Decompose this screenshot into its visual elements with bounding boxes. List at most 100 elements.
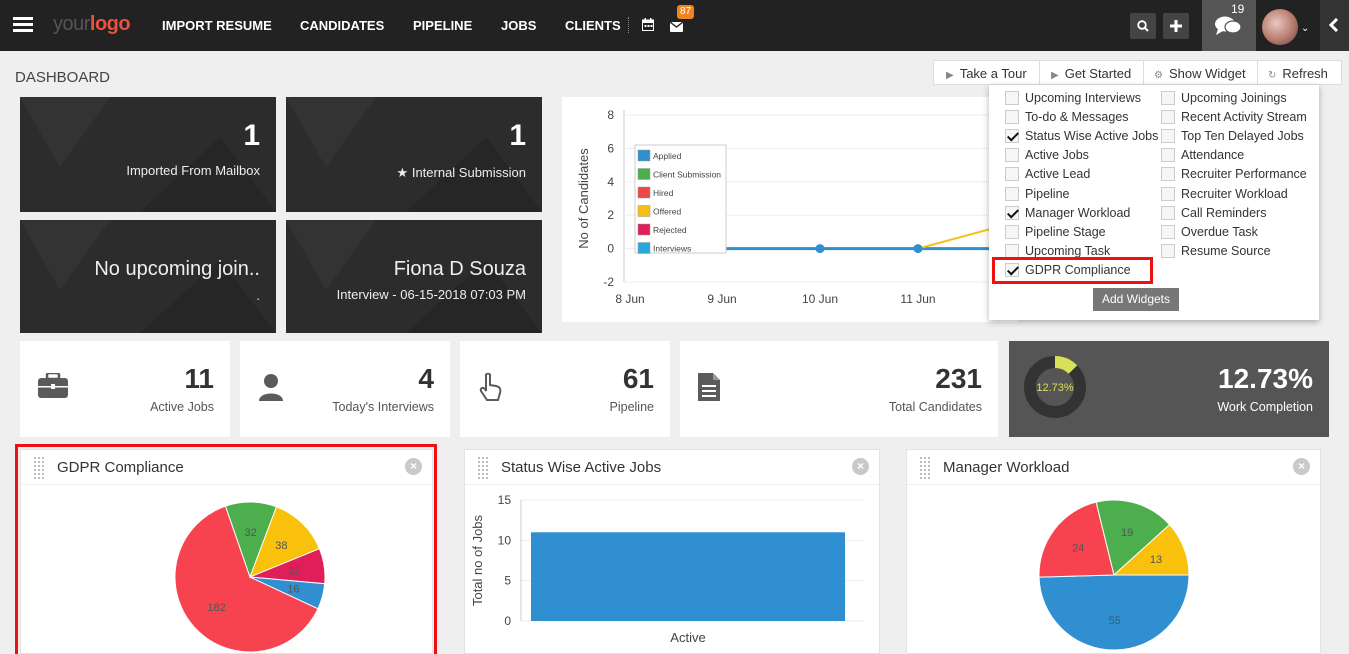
checkbox[interactable]: [1161, 148, 1175, 163]
drag-handle-icon[interactable]: [919, 456, 931, 480]
data-point: [913, 244, 923, 254]
gdpr-pie-chart: 182 32 38 22 16: [174, 501, 326, 653]
top-navbar: yourlogo IMPORT RESUME CANDIDATES PIPELI…: [0, 0, 1349, 51]
checkbox[interactable]: [1005, 243, 1019, 258]
toolbar-divider: [1039, 61, 1040, 84]
close-icon[interactable]: ×: [405, 458, 422, 475]
nav-clients[interactable]: CLIENTS: [565, 18, 621, 33]
widget-option[interactable]: Call Reminders: [1161, 205, 1266, 224]
show-widget-button[interactable]: ⚙ Show Widget: [1154, 66, 1246, 81]
y-tick-label: 2: [607, 208, 614, 222]
nav-jobs[interactable]: JOBS: [501, 18, 537, 33]
tile-upcoming-joinings[interactable]: No upcoming join.. .: [20, 220, 276, 333]
refresh-button[interactable]: ↻ Refresh: [1268, 66, 1328, 81]
tile-upcoming-interview[interactable]: Fiona D Souza Interview - 06-15-2018 07:…: [286, 220, 542, 333]
play-icon: ▶: [1051, 70, 1059, 81]
widget-option[interactable]: Manager Workload: [1005, 205, 1130, 224]
drag-handle-icon[interactable]: [33, 456, 45, 480]
tile-imported-mailbox[interactable]: 1 Imported From Mailbox: [20, 97, 276, 212]
widget-title: Status Wise Active Jobs: [501, 459, 662, 476]
logo[interactable]: yourlogo: [53, 13, 131, 36]
widget-option[interactable]: GDPR Compliance: [1005, 262, 1131, 281]
widget-option[interactable]: Pipeline Stage: [1005, 224, 1106, 243]
checkbox[interactable]: [1161, 205, 1175, 220]
chevron-down-icon[interactable]: ⌄: [1301, 23, 1310, 34]
checkbox[interactable]: [1161, 186, 1175, 201]
checkbox[interactable]: [1161, 243, 1175, 258]
checkbox[interactable]: [1161, 129, 1175, 144]
search-button[interactable]: [1130, 13, 1156, 39]
pie-value-label: 22: [288, 565, 300, 577]
completion-ring: 12.73%: [1024, 356, 1086, 418]
nav-import-resume[interactable]: IMPORT RESUME: [162, 18, 272, 33]
get-started-button[interactable]: ▶ Get Started: [1051, 66, 1131, 81]
widget-option[interactable]: Pipeline: [1005, 186, 1070, 205]
widget-option[interactable]: Upcoming Joinings: [1161, 91, 1287, 109]
checkbox[interactable]: [1005, 186, 1019, 201]
checkbox[interactable]: [1161, 110, 1175, 125]
widget-option[interactable]: Active Jobs: [1005, 148, 1089, 166]
widget-option[interactable]: To-do & Messages: [1005, 110, 1129, 128]
checkbox[interactable]: [1005, 205, 1019, 220]
widget-option-label: Resume Source: [1181, 243, 1271, 258]
widget-option[interactable]: Recent Activity Stream: [1161, 110, 1307, 128]
checkbox[interactable]: [1005, 91, 1019, 105]
close-icon[interactable]: ×: [852, 458, 869, 475]
checkbox[interactable]: [1005, 262, 1019, 277]
checkbox[interactable]: [1005, 148, 1019, 163]
stat-active-jobs[interactable]: 11 Active Jobs: [20, 341, 230, 437]
add-button[interactable]: [1163, 13, 1189, 39]
widget-option[interactable]: Recruiter Performance: [1161, 167, 1307, 185]
pie-slice: [1095, 499, 1171, 576]
widget-title: Manager Workload: [943, 459, 1070, 476]
widget-option[interactable]: Attendance: [1161, 148, 1244, 166]
pie-value-label: 32: [244, 527, 256, 539]
tile-pattern: [20, 220, 276, 333]
widget-option-label: Pipeline: [1025, 186, 1070, 201]
widget-option[interactable]: Status Wise Active Jobs: [1005, 129, 1158, 147]
tile-internal-submission[interactable]: 1 ★ Internal Submission: [286, 97, 542, 212]
get-started-label: Get Started: [1064, 66, 1132, 81]
checkbox[interactable]: [1161, 167, 1175, 182]
checkbox[interactable]: [1161, 91, 1175, 105]
pie-slice: [1112, 523, 1190, 576]
take-a-tour-label: Take a Tour: [959, 66, 1027, 81]
stat-pipeline[interactable]: 61 Pipeline: [460, 341, 670, 437]
chat-button[interactable]: [1202, 0, 1256, 51]
tile-subtext: .: [256, 288, 260, 303]
checkbox[interactable]: [1161, 224, 1175, 239]
close-icon[interactable]: ×: [1293, 458, 1310, 475]
legend-swatch: [637, 168, 651, 180]
tile-text: Fiona D Souza: [393, 258, 526, 280]
widget-option[interactable]: Resume Source: [1161, 243, 1271, 262]
pie-value-label: 24: [1072, 543, 1084, 555]
checkbox[interactable]: [1005, 167, 1019, 182]
stat-total-candidates[interactable]: 231 Total Candidates: [680, 341, 998, 437]
mail-icon[interactable]: [669, 19, 684, 37]
stat-work-completion[interactable]: 12.73% 12.73% Work Completion: [1009, 341, 1329, 437]
widget-option[interactable]: Recruiter Workload: [1161, 186, 1288, 205]
drag-handle-icon[interactable]: [477, 456, 489, 480]
pie-value-label: 19: [1121, 527, 1133, 539]
widget-option[interactable]: Active Lead: [1005, 167, 1090, 185]
collapse-panel-button[interactable]: [1320, 0, 1349, 51]
stat-todays-interviews[interactable]: 4 Today's Interviews: [240, 341, 450, 437]
add-widgets-button[interactable]: Add Widgets: [1093, 288, 1179, 311]
search-icon: [1137, 20, 1149, 32]
checkbox[interactable]: [1005, 224, 1019, 239]
widget-option[interactable]: Top Ten Delayed Jobs: [1161, 129, 1304, 147]
nav-pipeline[interactable]: PIPELINE: [413, 18, 473, 33]
widget-option[interactable]: Upcoming Interviews: [1005, 91, 1141, 109]
checkbox[interactable]: [1005, 110, 1019, 125]
checkbox[interactable]: [1005, 129, 1019, 144]
take-a-tour-button[interactable]: ▶ Take a Tour: [946, 66, 1027, 81]
menu-icon[interactable]: [13, 17, 33, 33]
widget-option[interactable]: Overdue Task: [1161, 224, 1258, 243]
page-title: DASHBOARD: [15, 69, 111, 86]
calendar-icon[interactable]: [642, 18, 654, 36]
ring-progress: [1054, 356, 1078, 375]
legend-label: Hired: [653, 188, 674, 198]
avatar[interactable]: [1262, 9, 1298, 45]
widget-option[interactable]: Upcoming Task: [1005, 243, 1110, 262]
nav-candidates[interactable]: CANDIDATES: [300, 18, 385, 33]
